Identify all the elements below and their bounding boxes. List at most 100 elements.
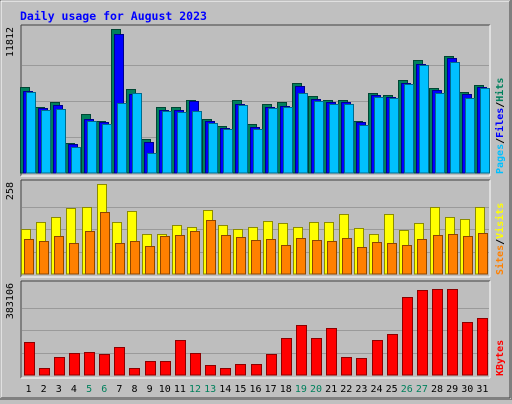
bar-pages: Pages 29: 9080 (450, 62, 460, 174)
x-tick-label: 4 (71, 384, 77, 395)
bar-kbytes: KBytes 7: 121000 (114, 347, 125, 376)
legend-separator: / (495, 239, 506, 245)
bar-kbytes: KBytes 21: 200000 (326, 328, 337, 376)
bar-pages: Pages 1: 6610 (26, 92, 36, 174)
bar-sites: Sites 29: 114 (448, 234, 458, 275)
x-tick-label: 17 (265, 384, 277, 395)
bar-sites: Sites 2: 96 (39, 241, 49, 275)
bar-sites: Sites 25: 90 (387, 243, 397, 275)
bar-kbytes: KBytes 14: 30000 (220, 368, 231, 376)
bar-sites: Sites 9: 81 (145, 246, 155, 275)
bar-kbytes: KBytes 9: 59000 (145, 361, 156, 376)
x-tick-label: 9 (147, 384, 153, 395)
x-tick-label: 26 (401, 384, 413, 395)
x-tick-label: 5 (86, 384, 92, 395)
bar-sites: Sites 7: 89 (115, 243, 125, 275)
x-tick-label: 10 (159, 384, 171, 395)
bar-kbytes: KBytes 2: 30000 (39, 368, 50, 376)
bar-pages: Pages 20: 5940 (314, 101, 324, 174)
legend-kbytes: KBytes (495, 340, 506, 376)
y-max-label: 383106 (5, 283, 16, 319)
bar-kbytes: KBytes 8: 28000 (129, 368, 140, 376)
bar-pages: Pages 22: 5670 (344, 104, 354, 174)
bar-pages: Pages 11: 5020 (177, 112, 187, 174)
bar-pages: Pages 25: 6120 (389, 98, 399, 174)
legend-files: Files (494, 108, 506, 138)
bar-pages: Pages 6: 4020 (102, 124, 112, 174)
bar-sites: Sites 19: 104 (296, 238, 306, 275)
bar-sites: Sites 5: 122 (85, 231, 95, 275)
bar-sites: Sites 18: 83 (281, 245, 291, 275)
bar-pages: Pages 19: 6580 (298, 93, 308, 174)
y-max-label: 258 (5, 182, 16, 200)
bar-pages: Pages 13: 4080 (208, 123, 218, 174)
bar-kbytes: KBytes 23: 72000 (356, 358, 367, 376)
x-tick-label: 14 (219, 384, 231, 395)
x-tick-label: 19 (295, 384, 307, 395)
bar-pages: Pages 27: 8840 (419, 65, 429, 174)
bar-pages: Pages 16: 3580 (253, 129, 263, 174)
bar-kbytes: KBytes 29: 366000 (447, 289, 458, 376)
bar-kbytes: KBytes 20: 156000 (311, 338, 322, 376)
legend-visits: Visits (494, 203, 506, 239)
x-tick-label: 6 (101, 384, 107, 395)
bar-kbytes: KBytes 10: 60000 (160, 361, 171, 376)
bar-pages: Pages 28: 6530 (435, 93, 445, 174)
bar-sites: Sites 1: 99 (24, 239, 34, 275)
x-tick-label: 20 (310, 384, 322, 395)
bar-sites: Sites 14: 112 (221, 235, 231, 275)
x-tick-label: 29 (446, 384, 458, 395)
x-tick-label: 15 (234, 384, 246, 395)
bar-sites: Sites 27: 99 (417, 239, 427, 275)
bar-pages: Pages 8: 6540 (132, 93, 142, 174)
bar-kbytes: KBytes 16: 48000 (251, 364, 262, 376)
bar-sites: Sites 31: 118 (478, 233, 488, 275)
bar-kbytes: KBytes 26: 334000 (402, 297, 413, 376)
bar-sites: Sites 12: 122 (190, 231, 200, 275)
bar-pages: Pages 9: 1680 (147, 153, 157, 174)
bar-sites: Sites 8: 95 (130, 241, 140, 275)
x-tick-label: 8 (131, 384, 137, 395)
x-tick-label: 25 (386, 384, 398, 395)
bar-sites: Sites 22: 104 (342, 238, 352, 275)
x-tick-label: 24 (371, 384, 383, 395)
legend-pages: Pages (495, 144, 506, 174)
bar-sites: Sites 6: 177 (100, 212, 110, 275)
bar-pages: Pages 7: 5780 (117, 103, 127, 174)
panel-kbytes: 383106 KBytes KBytes 1: 142000 KBytes 2: 30… (5, 280, 506, 379)
x-tick-label: 21 (325, 384, 337, 395)
x-tick-label: 1 (26, 384, 32, 395)
bar-sites: Sites 4: 89 (69, 243, 79, 275)
bar-pages: Pages 21: 5680 (329, 104, 339, 174)
x-tick-label: 23 (355, 384, 367, 395)
x-tick-label: 30 (461, 384, 473, 395)
chart-title: Daily usage for August 2023 (20, 9, 207, 23)
bar-sites: Sites 16: 97 (251, 240, 261, 275)
bar-kbytes: KBytes 28: 366000 (432, 289, 443, 376)
bar-pages: Pages 17: 5360 (268, 108, 278, 174)
legend-separator: / (495, 138, 506, 144)
panel-legend: KBytes (495, 340, 506, 376)
bar-sites: Sites 3: 108 (54, 236, 64, 275)
bar-pages: Pages 3: 5240 (56, 109, 66, 174)
bar-kbytes: KBytes 11: 148000 (175, 340, 186, 376)
bar-sites: Sites 26: 83 (402, 245, 412, 275)
x-tick-label: 13 (204, 384, 216, 395)
bar-sites: Sites 15: 105 (236, 237, 246, 275)
bar-sites: Sites 13: 154 (206, 220, 216, 275)
x-tick-label: 7 (116, 384, 122, 395)
bar-pages: Pages 23: 3940 (359, 125, 369, 174)
bar-pages: Pages 2: 5200 (41, 110, 51, 174)
bar-sites: Sites 23: 76 (357, 247, 367, 275)
bar-sites: Sites 20: 97 (312, 240, 322, 275)
bar-kbytes: KBytes 31: 243000 (477, 318, 488, 376)
bar-kbytes: KBytes 18: 159000 (281, 338, 292, 376)
bar-kbytes: KBytes 5: 97000 (84, 352, 95, 376)
bar-sites: Sites 24: 91 (372, 242, 382, 275)
x-tick-label: 28 (431, 384, 443, 395)
bar-pages: Pages 18: 5400 (283, 107, 293, 174)
y-max-label: 11812 (5, 27, 16, 57)
x-tick-label: 31 (476, 384, 488, 395)
